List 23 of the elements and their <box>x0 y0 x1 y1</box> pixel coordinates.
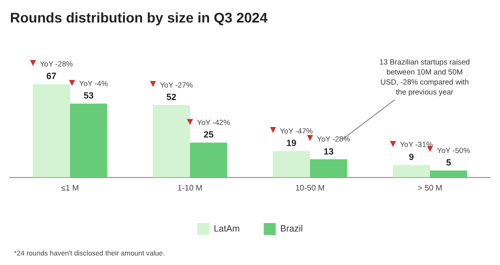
x-tick-label: 1-10 M <box>178 183 203 192</box>
bar <box>272 150 310 178</box>
bar <box>392 164 430 178</box>
data-label: 67 <box>46 71 56 82</box>
x-tick-label: > 50 M <box>418 183 443 192</box>
data-label: 9 <box>408 152 414 162</box>
legend-label: LatAm <box>214 223 240 234</box>
legend-label: Brazil <box>280 223 303 234</box>
x-tick-label: 10-50 M <box>295 183 326 192</box>
bar <box>70 104 108 178</box>
chart-title: Rounds distribution by size in Q3 2024 <box>10 9 268 26</box>
data-label: 53 <box>84 90 94 101</box>
bar <box>310 159 348 178</box>
x-tick-label: ≤1 M <box>61 183 80 192</box>
data-label: 19 <box>286 138 296 148</box>
bar <box>430 170 468 178</box>
data-label: 5 <box>446 157 452 168</box>
data-label: 52 <box>166 92 176 102</box>
data-label: 25 <box>204 130 214 140</box>
data-label: 13 <box>324 146 334 156</box>
bar <box>32 84 70 178</box>
bar <box>190 142 228 178</box>
bar <box>152 105 190 178</box>
